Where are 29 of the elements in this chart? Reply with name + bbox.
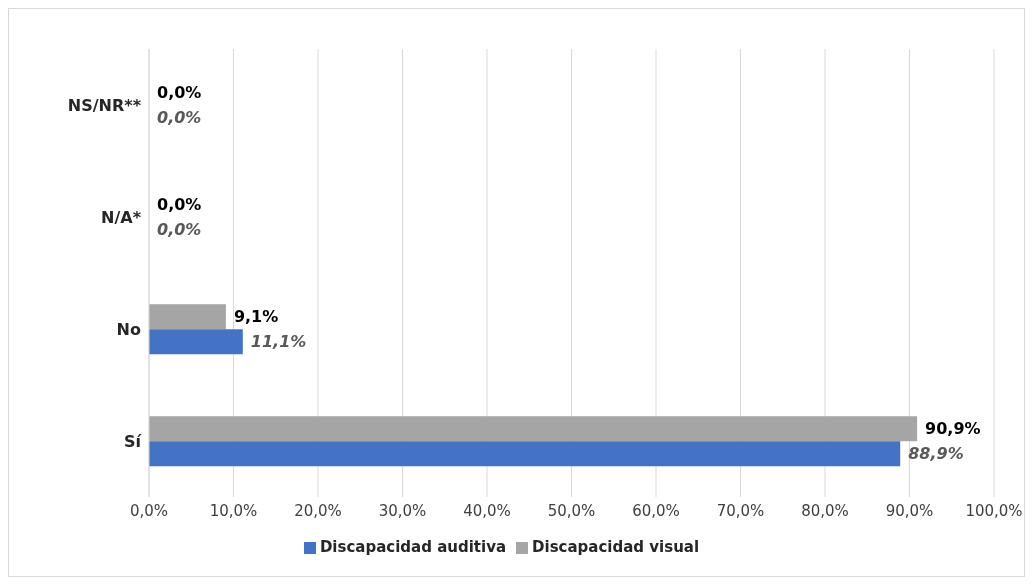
x-tick-label: 60,0% xyxy=(632,501,680,520)
y-tick-label: Sí xyxy=(123,431,143,451)
legend-label: Discapacidad auditiva xyxy=(319,538,507,556)
data-label: 90,9% xyxy=(925,419,981,439)
data-label: 0,0% xyxy=(157,195,202,215)
x-tick-label: 30,0% xyxy=(378,501,427,520)
legend-label: Discapacidad visual xyxy=(532,538,700,556)
bar xyxy=(149,329,243,355)
bar xyxy=(149,441,901,467)
data-label: 11,1% xyxy=(250,332,307,352)
bar xyxy=(149,416,918,442)
y-tick-label: N/A* xyxy=(101,207,142,227)
x-tick-label: 40,0% xyxy=(463,501,511,520)
x-tick-label: 20,0% xyxy=(294,501,342,520)
data-label: 88,9% xyxy=(908,444,964,464)
x-tick-label: 10,0% xyxy=(209,501,258,520)
x-tick-label: 0,0% xyxy=(129,501,169,520)
data-label: 0,0% xyxy=(157,83,202,103)
x-tick-label: 80,0% xyxy=(801,501,849,520)
y-tick-label: NS/NR** xyxy=(67,95,142,115)
x-tick-label: 50,0% xyxy=(547,501,596,520)
x-tick-label: 70,0% xyxy=(716,501,765,520)
data-label: 0,0% xyxy=(157,220,202,240)
x-tick-label: 90,0% xyxy=(885,501,934,520)
data-label: 0,0% xyxy=(157,108,202,128)
y-tick-label: No xyxy=(116,319,141,339)
data-label: 9,1% xyxy=(233,307,279,327)
bar xyxy=(149,304,226,330)
x-tick-label: 100,0% xyxy=(965,501,1023,520)
